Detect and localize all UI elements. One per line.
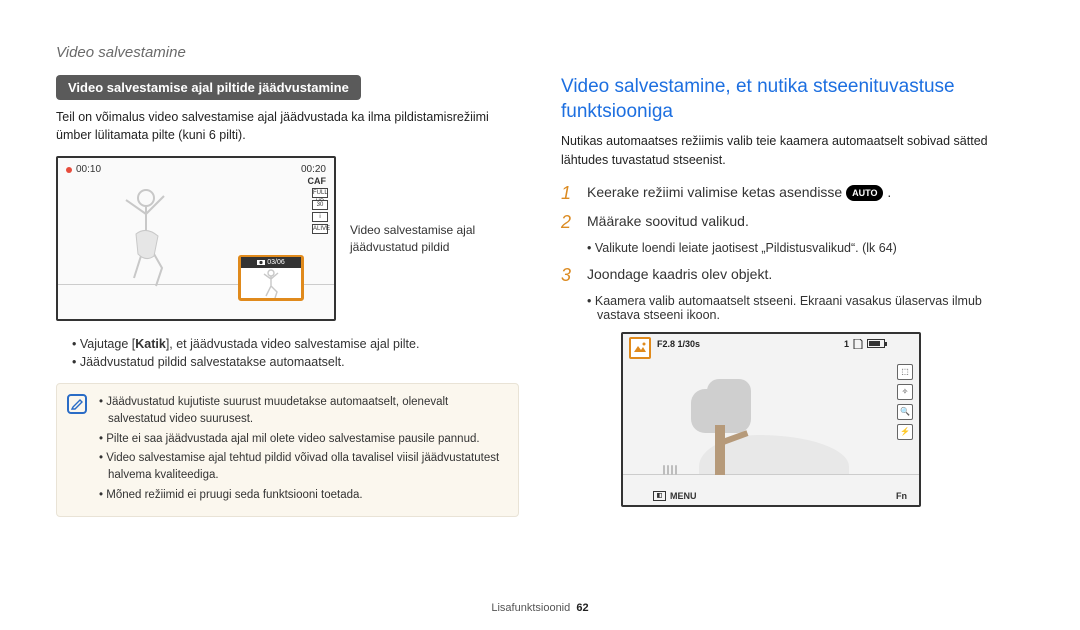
flash-icon: ⚡ (897, 424, 913, 440)
fn-softkey: Fn (896, 491, 907, 501)
section-heading-pill: Video salvestamise ajal piltide jäädvust… (56, 75, 361, 100)
camera-icon (257, 259, 265, 266)
quality-icon: ✧ (897, 384, 913, 400)
rec-dot-icon (66, 167, 72, 173)
right-intro: Nutikas automaatses režiimis valib teie … (561, 132, 1024, 168)
note-icon (67, 394, 87, 414)
note-box: Jäädvustatud kujutiste suurust muudetaks… (56, 383, 519, 517)
video-screenshot-frame: 00:10 00:20 CAF FULL HD 30 i ALIVE (56, 156, 336, 321)
tree-trunk (715, 425, 725, 475)
step-text-post: . (887, 184, 891, 200)
sd-card-icon (853, 339, 863, 349)
alive-icon: ALIVE (312, 224, 328, 234)
step-sub-bullet: Kaamera valib automaatselt stseeni. Ekra… (587, 294, 1024, 322)
dancer-illustration (112, 186, 182, 299)
menu-softkey: ◧ MENU (653, 491, 697, 501)
bullet-item: Vajutage [Katik], et jäädvustada video s… (72, 337, 519, 351)
side-icon-stack: FULL HD 30 i ALIVE (312, 188, 328, 234)
numbered-steps: 1 Keerake režiimi valimise ketas asendis… (561, 183, 1024, 322)
bold-katik: Katik (135, 337, 166, 351)
battery-icon (867, 339, 885, 348)
caf-label: CAF (308, 176, 327, 186)
camera-preview-frame: F2.8 1/30s 1 ⬚ ✧ 🔍 ⚡ (621, 332, 921, 507)
step-number: 1 (561, 183, 577, 204)
thumb-counter: 03/06 (241, 257, 301, 268)
rec-time-remaining: 00:20 (301, 164, 326, 175)
rec-time: 00:10 (76, 164, 101, 175)
fn-label: Fn (896, 491, 907, 501)
info-icon: i (312, 212, 328, 222)
zoom-icon: 🔍 (897, 404, 913, 420)
step-text-pre: Keerake režiimi valimise ketas asendisse (587, 184, 846, 200)
size-icon: ⬚ (897, 364, 913, 380)
thumb-count-text: 03/06 (267, 259, 285, 266)
note-item: Mõned režiimid ei pruugi seda funktsioon… (99, 487, 506, 504)
note-item: Video salvestamise ajal tehtud pildid võ… (99, 450, 506, 483)
scene-mode-badge (629, 337, 651, 359)
section-title: Video salvestamine, et nutika stseenituv… (561, 75, 1024, 124)
fullhd-icon: FULL HD (312, 188, 328, 198)
tree-crown (707, 379, 751, 413)
exposure-readout: F2.8 1/30s (657, 339, 700, 349)
bullet-item: Jäädvustatud pildid salvestatakse automa… (72, 355, 519, 369)
page: Video salvestamine Video salvestamise aj… (0, 0, 1080, 630)
captured-thumbnail: 03/06 (238, 255, 304, 301)
footer-page-number: 62 (576, 602, 588, 614)
dpad-icon: ◧ (653, 491, 666, 501)
figure-caption: Video salvestamise ajal jäädvustatud pil… (350, 222, 519, 256)
step-number: 3 (561, 265, 577, 286)
status-right: 1 (844, 339, 885, 349)
footer-section: Lisafunktsioonid (491, 602, 570, 614)
landscape-icon (633, 341, 647, 355)
page-footer: Lisafunktsioonid 62 (0, 602, 1080, 614)
step-text: Määrake soovitud valikud. (587, 212, 1024, 233)
grass-tuft (663, 465, 677, 475)
intro-paragraph: Teil on võimalus video salvestamise ajal… (56, 108, 519, 144)
step-sub-bullet: Valikute loendi leiate jaotisest „Pildis… (587, 241, 1024, 255)
right-column: Video salvestamine, et nutika stseenituv… (561, 75, 1024, 517)
note-item: Pilte ei saa jäädvustada ajal mil olete … (99, 431, 506, 448)
shots-remaining: 1 (844, 339, 849, 349)
step-text: Joondage kaadris olev objekt. (587, 265, 1024, 286)
rec-indicator: 00:10 (66, 164, 101, 175)
step-text: Keerake režiimi valimise ketas asendisse… (587, 183, 1024, 204)
auto-mode-pill: AUTO (846, 185, 883, 202)
left-column: Video salvestamise ajal piltide jäädvust… (56, 75, 519, 517)
right-side-icons: ⬚ ✧ 🔍 ⚡ (897, 364, 913, 440)
instruction-bullets: Vajutage [Katik], et jäädvustada video s… (56, 337, 519, 369)
step-3: 3 Joondage kaadris olev objekt. (561, 265, 1024, 286)
step-1: 1 Keerake režiimi valimise ketas asendis… (561, 183, 1024, 204)
note-item: Jäädvustatud kujutiste suurust muudetaks… (99, 394, 506, 427)
fps-icon: 30 (312, 200, 328, 210)
step-2: 2 Määrake soovitud valikud. (561, 212, 1024, 233)
step-number: 2 (561, 212, 577, 233)
two-column-layout: Video salvestamise ajal piltide jäädvust… (56, 75, 1024, 517)
thumb-preview (241, 268, 301, 298)
menu-label: MENU (670, 491, 697, 501)
breadcrumb: Video salvestamine (56, 44, 1024, 61)
figure-with-caption: 00:10 00:20 CAF FULL HD 30 i ALIVE (56, 156, 519, 321)
